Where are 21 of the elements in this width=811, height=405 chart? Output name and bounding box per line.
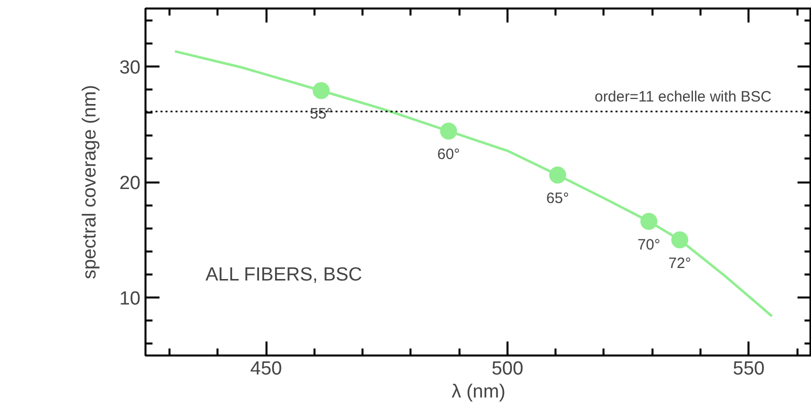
line-series	[174, 50, 774, 318]
annotation: 60°	[437, 146, 460, 164]
y-tick-label: 20	[119, 173, 141, 194]
point	[312, 82, 330, 100]
y-tick-label: 10	[119, 288, 141, 310]
annotation: ALL FIBERS, BSC	[206, 264, 362, 286]
point	[640, 212, 658, 230]
annotation: 70°	[638, 236, 660, 254]
annotation: 55°	[310, 106, 333, 123]
point	[671, 231, 688, 248]
annotation: order=11 echelle with BSC	[594, 88, 772, 106]
point	[549, 166, 566, 184]
y-tick-label: 30	[119, 57, 141, 78]
annotation: 72°	[668, 254, 692, 272]
point	[440, 122, 458, 140]
x-tick-label: 500	[492, 358, 524, 380]
y-axis-title: spectral coverage (nm)	[79, 84, 100, 280]
x-axis-title: λ (nm)	[452, 382, 506, 402]
x-tick-label: 450	[250, 358, 282, 380]
x-tick-label: 550	[732, 358, 765, 380]
annotation: 65°	[546, 190, 569, 208]
